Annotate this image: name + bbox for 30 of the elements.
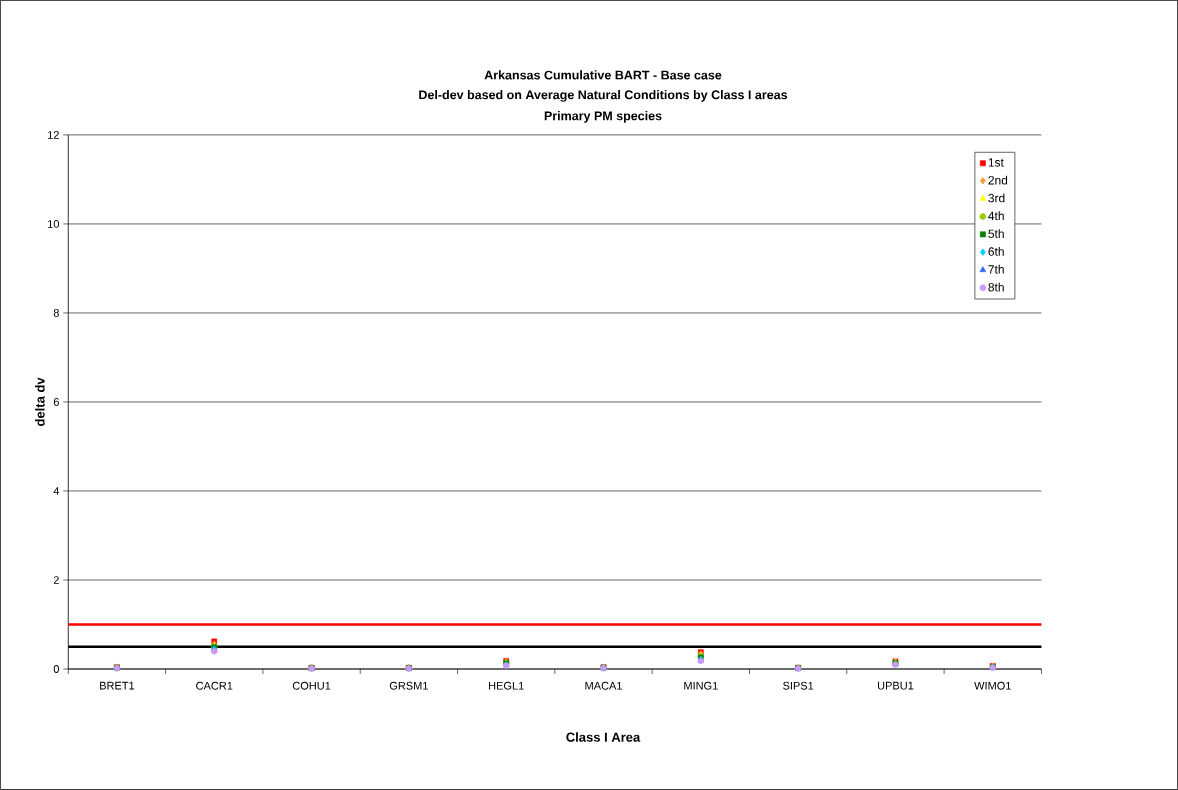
- y-tick-label: 12: [48, 131, 59, 139]
- legend-label: 5th: [988, 229, 1004, 239]
- x-tick-label: MING1: [684, 681, 718, 690]
- y-tick-label: 10: [48, 220, 59, 228]
- x-tick-label: HEGL1: [489, 681, 524, 690]
- chart-subtitle: Del-dev based on Average Natural Conditions by Class I areas: [419, 90, 788, 102]
- legend-label: 6th: [988, 247, 1004, 256]
- x-tick-label: UPBU1: [877, 681, 914, 690]
- y-tick-label: 2: [53, 576, 59, 584]
- y-axis-title: delta dv: [35, 377, 45, 427]
- legend-label: 2nd: [988, 175, 1008, 185]
- y-tick-label: 6: [53, 398, 59, 406]
- x-tick-label: SIPS1: [783, 681, 814, 690]
- x-tick-label: GRSM1: [389, 681, 428, 690]
- legend-label: 8th: [988, 282, 1004, 292]
- text: Primary PM species: [544, 111, 662, 123]
- x-tick-label: CACR1: [196, 681, 233, 690]
- chart-title: Arkansas Cumulative BART - Base case: [484, 70, 722, 80]
- x-tick-label: MACA1: [585, 681, 622, 690]
- legend-label: 1st: [988, 158, 1004, 167]
- y-tick-label: 8: [53, 309, 59, 317]
- legend-label: 4th: [988, 211, 1004, 221]
- x-tick-label: WIMO1: [974, 681, 1011, 690]
- y-tick-label: 4: [53, 487, 60, 495]
- x-tick-label: COHU1: [292, 681, 331, 690]
- legend-label: 3rd: [988, 193, 1005, 203]
- y-tick-label: 0: [53, 665, 59, 673]
- x-tick-label: BRET1: [100, 681, 135, 690]
- x-axis-title: Class I Area: [566, 732, 641, 742]
- legend-label: 7th: [988, 264, 1004, 274]
